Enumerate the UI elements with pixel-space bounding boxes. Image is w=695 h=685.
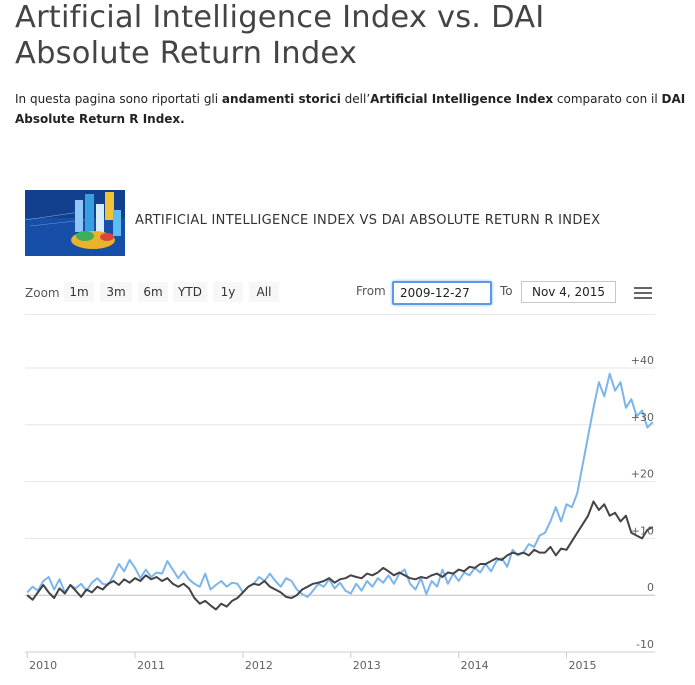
series-line-blue (26, 372, 654, 598)
x-tick-label: 2015 (569, 659, 597, 672)
y-axis-ticks: +40 +30 +20 +10 0 -10 (631, 354, 654, 651)
intro-paragraph: In questa pagina sono riportati gli anda… (15, 89, 687, 129)
chart-title: ARTIFICIAL INTELLIGENCE INDEX VS DAI ABS… (135, 213, 601, 228)
y-tick-label: -10 (636, 638, 654, 651)
from-label: From (356, 284, 386, 298)
x-tick-label: 2012 (245, 659, 273, 672)
intro-text-1: In questa pagina sono riportati gli (15, 92, 222, 106)
series-line-dark (26, 500, 654, 611)
x-tick-label: 2010 (29, 659, 57, 672)
intro-text-2: dell’ (340, 92, 371, 106)
series-lines (26, 372, 654, 611)
menu-bar-3 (634, 297, 652, 299)
line-chart: +40+30+20+100-10 2010 2011 2012 2013 2014 201… (25, 354, 655, 672)
intro-text-3: comparato con il (553, 92, 662, 106)
intro-bold-2: Artificial Intelligence Index (370, 92, 554, 106)
y-tick-label: 0 (647, 581, 654, 594)
y-tick-label: +40 (631, 354, 654, 367)
x-tick-label: 2011 (137, 659, 165, 672)
zoom-all-button[interactable]: All (249, 282, 279, 302)
to-date-input[interactable] (521, 281, 616, 303)
zoom-3m-button[interactable]: 3m (100, 282, 132, 302)
menu-bar-1 (634, 287, 652, 289)
thumbnail-graphic (25, 190, 125, 256)
toolbar-divider (25, 314, 655, 315)
page-title: Artificial Intelligence Index vs. DAI Ab… (15, 0, 545, 71)
zoom-1m-button[interactable]: 1m (64, 282, 94, 302)
zoom-label: Zoom (25, 286, 60, 300)
x-tick-label: 2014 (461, 659, 489, 672)
hamburger-menu-icon[interactable] (634, 287, 652, 301)
x-axis-ticks: 2010 2011 2012 2013 2014 2015 (25, 651, 655, 672)
zoom-6m-button[interactable]: 6m (138, 282, 168, 302)
menu-bar-2 (634, 292, 652, 294)
intro-bold-3: DAI Absolute Return R Index. (15, 92, 686, 126)
x-tick-label: 2013 (353, 659, 381, 672)
y-tick-label: +20 (631, 468, 654, 481)
to-label: To (500, 284, 513, 298)
from-date-input[interactable] (392, 281, 492, 305)
grid-lines (25, 367, 655, 653)
y-tick-label: +10 (631, 524, 654, 537)
zoom-ytd-button[interactable]: YTD (173, 282, 207, 302)
intro-bold-1: andamenti storici (221, 92, 341, 106)
finance-chart-thumbnail (25, 190, 125, 256)
zoom-1y-button[interactable]: 1y (213, 282, 243, 302)
y-tick-label: +30 (631, 411, 654, 424)
